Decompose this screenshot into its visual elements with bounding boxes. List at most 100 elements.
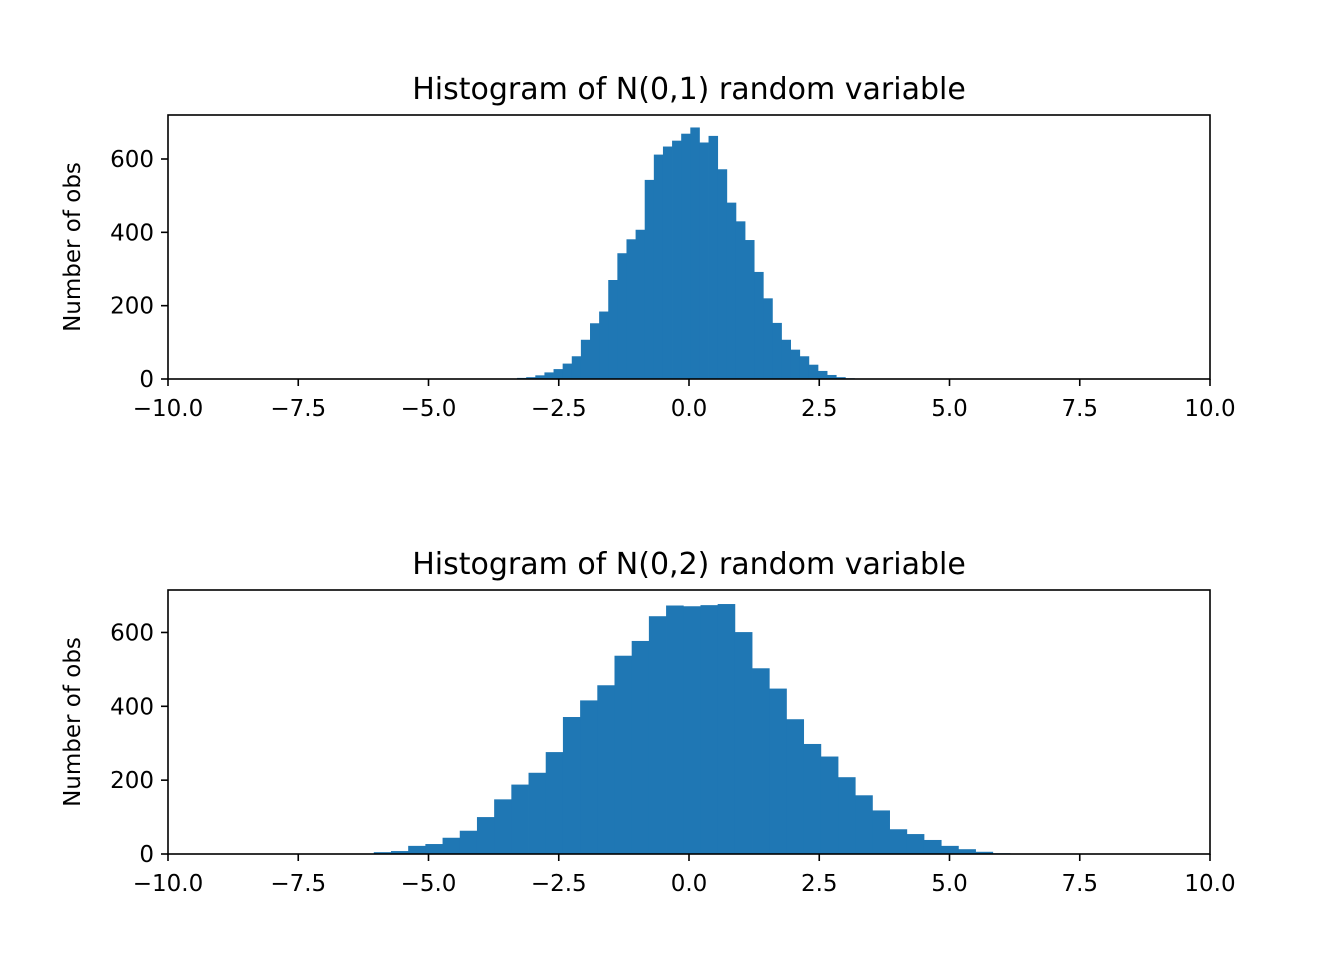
y-tick-label: 400	[110, 220, 154, 246]
histogram-bar	[580, 700, 598, 854]
histogram-bar	[717, 169, 728, 379]
histogram-bar	[672, 140, 682, 379]
histogram-bar	[763, 298, 773, 379]
y-tick-label: 0	[139, 367, 154, 393]
histogram-bar	[781, 339, 791, 379]
histogram-bar	[786, 719, 805, 854]
histogram-bar	[838, 777, 856, 854]
y-tick-label: 400	[110, 694, 154, 720]
histogram-bar	[683, 606, 701, 854]
histogram-bar	[535, 375, 545, 379]
histogram-bar	[653, 154, 664, 379]
x-tick-label: −5.0	[401, 396, 457, 422]
histogram-bar	[817, 370, 828, 379]
x-tick-label: 10.0	[1184, 871, 1235, 897]
histogram-bar	[855, 795, 873, 854]
histogram-bar	[699, 142, 709, 379]
histogram-bar	[526, 377, 536, 379]
histogram-bar	[872, 810, 890, 854]
histogram-bar	[571, 356, 582, 379]
chart-title: Histogram of N(0,2) random variable	[412, 547, 966, 582]
x-tick-label: 7.5	[1061, 396, 1098, 422]
histogram-bar	[648, 616, 667, 854]
histogram-bar	[769, 688, 787, 854]
y-axis-label: Number of obs	[60, 162, 86, 332]
histogram-bar	[631, 640, 650, 854]
x-tick-label: −2.5	[531, 871, 587, 897]
histogram-bar	[836, 377, 846, 379]
histogram-bar	[700, 605, 719, 854]
y-tick-label: 600	[110, 147, 154, 173]
bars	[373, 604, 1011, 854]
histogram-bar	[459, 830, 478, 854]
x-tick-label: −2.5	[531, 396, 587, 422]
histogram-bar	[941, 845, 959, 854]
histogram-bar	[408, 845, 426, 854]
plot-frame	[167, 589, 1211, 855]
histogram-bar	[790, 349, 801, 379]
histogram-bar	[580, 339, 591, 379]
histogram-bar	[735, 221, 746, 379]
histogram-bar	[708, 135, 719, 379]
histogram-bar	[690, 127, 700, 379]
x-tick-label: 0.0	[671, 396, 708, 422]
histogram-bar	[562, 363, 573, 379]
histogram-bar	[975, 851, 994, 854]
histogram-bar	[511, 784, 529, 854]
histogram-bar	[528, 772, 547, 854]
histogram-bar	[666, 605, 684, 854]
histogram-bar	[614, 655, 633, 854]
histogram-bar	[373, 852, 392, 854]
histogram-bar	[644, 179, 655, 379]
x-tick-label: −7.5	[270, 396, 326, 422]
histogram-bar	[889, 829, 908, 854]
ticks: −10.0 −7.5 −5.0 −2.5 0.0 2.5 5.0 7.5 10.0 0 200 400…	[110, 147, 1236, 422]
histogram-bar	[745, 240, 755, 379]
x-tick-label: 2.5	[801, 871, 838, 897]
x-tick-label: 5.0	[931, 396, 968, 422]
x-tick-label: 0.0	[671, 871, 708, 897]
histogram-bar	[544, 372, 554, 379]
histogram-bar	[820, 756, 839, 854]
histogram-bar	[772, 322, 782, 379]
x-tick-label: −5.0	[401, 871, 457, 897]
x-tick-label: 7.5	[1061, 871, 1098, 897]
y-tick-label: 0	[139, 842, 154, 868]
histogram-bar	[681, 133, 691, 379]
histogram-bar	[545, 752, 564, 854]
histogram-bar	[425, 844, 443, 854]
histogram-bar	[827, 374, 837, 379]
histogram-bar	[476, 817, 495, 854]
histogram-bar	[562, 717, 581, 854]
histogram-bar	[390, 851, 409, 854]
x-tick-label: −10.0	[133, 396, 203, 422]
plot-frame	[167, 114, 1211, 380]
histogram-bar	[553, 369, 564, 379]
histogram-bar	[626, 239, 636, 379]
bars	[517, 127, 855, 379]
histogram-bar	[726, 202, 737, 379]
x-tick-label: 10.0	[1184, 396, 1235, 422]
histogram-bar	[617, 253, 627, 379]
histogram-bar	[734, 632, 753, 854]
x-tick-label: −7.5	[270, 871, 326, 897]
histogram-bar	[799, 356, 810, 379]
y-tick-label: 200	[110, 768, 154, 794]
ticks: −10.0 −7.5 −5.0 −2.5 0.0 2.5 5.0 7.5 10.0 0 200 400…	[110, 620, 1236, 897]
histogram-bar	[803, 743, 822, 854]
histogram-bar	[958, 849, 976, 854]
histogram-bar	[597, 685, 615, 854]
histogram-bar	[635, 229, 646, 379]
histogram-bar	[442, 837, 461, 854]
y-tick-label: 200	[110, 294, 154, 320]
histogram-bar	[754, 271, 764, 379]
x-tick-label: 2.5	[801, 396, 838, 422]
histogram-panel-1: Histogram of N(0,1) random variable Numb…	[60, 72, 1236, 422]
chart-title: Histogram of N(0,1) random variable	[412, 72, 966, 107]
histogram-bar	[662, 146, 673, 379]
histogram-bar	[599, 311, 609, 379]
histogram-bar	[752, 668, 770, 854]
y-tick-label: 600	[110, 620, 154, 646]
histogram-bar	[923, 839, 942, 854]
